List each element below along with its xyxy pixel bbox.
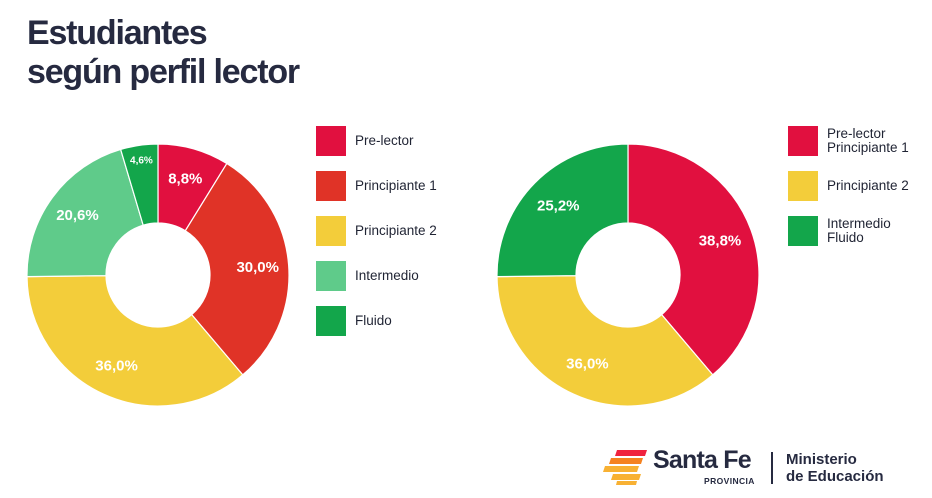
santa-fe-flag-icon <box>603 450 647 485</box>
legend-swatch <box>316 306 346 336</box>
chart-1-legend-item-fluido: Fluido <box>316 306 475 336</box>
brand-name: Santa Fe <box>653 446 752 474</box>
chart-1-slice-principiante-1 <box>184 162 290 376</box>
legend-label: Principiante 1 <box>355 178 437 193</box>
chart-1-value-label-intermedio: 20,6% <box>56 207 99 224</box>
chart-1-value-label-principiante-1: 30,0% <box>236 259 279 276</box>
legend-swatch <box>316 216 346 246</box>
legend-label: Principiante 2 <box>355 223 437 238</box>
chart-1-value-label-pre-lector: 8,8% <box>168 170 202 187</box>
legend-swatch <box>788 171 818 201</box>
legend-label: Pre-lector <box>355 133 414 148</box>
legend-label: Principiante 2 <box>827 178 909 193</box>
chart-1-value-label-fluido: 4,6% <box>130 156 153 167</box>
chart-1-legend-item-principiante-1: Principiante 1 <box>316 171 475 201</box>
chart-1-value-label-principiante-2: 36,0% <box>95 358 138 375</box>
legend-label: Intermedio <box>355 268 419 283</box>
chart-2-legend-item-pre-lector-principiante-1: Pre-lector Principiante 1 <box>788 126 923 156</box>
chart-2-slice-intermedio-fluido <box>496 143 629 278</box>
chart-title: Estudiantes según perfil lector <box>27 14 300 92</box>
title-line-1: Estudiantes <box>27 14 208 52</box>
chart-1-legend-item-principiante-2: Principiante 2 <box>316 216 475 246</box>
chart-2-legend-item-intermedio-fluido: Intermedio Fluido <box>788 216 923 246</box>
chart-1-legend-item-pre-lector: Pre-lector <box>316 126 475 156</box>
chart-2-legend-item-principiante-2: Principiante 2 <box>788 171 923 201</box>
legend-swatch <box>788 216 818 246</box>
ministry-line-1: Ministerio <box>786 451 857 468</box>
legend-label: Pre-lector Principiante 1 <box>827 126 909 155</box>
footer-divider <box>771 452 773 484</box>
legend-swatch <box>316 126 346 156</box>
chart-2-value-label-principiante-2: 36,0% <box>566 356 609 373</box>
legend-label: Intermedio Fluido <box>827 216 891 245</box>
ministry-name: Ministerio de Educación <box>786 451 884 485</box>
chart-1-slice-principiante-2 <box>26 275 244 407</box>
chart-1-slice-intermedio <box>26 148 144 278</box>
chart-2-value-label-pre-lector-principiante-1: 38,8% <box>699 233 742 250</box>
chart-1-legend-item-intermedio: Intermedio <box>316 261 475 291</box>
chart-2-value-label-intermedio-fluido: 25,2% <box>537 198 580 215</box>
legend-swatch <box>788 126 818 156</box>
legend-swatch <box>316 171 346 201</box>
ministry-line-2: de Educación <box>786 468 884 485</box>
chart-2-slice-principiante-2 <box>496 275 714 407</box>
chart-1-slice-fluido <box>119 143 159 226</box>
legend-label: Fluido <box>355 313 392 328</box>
chart-2-slice-pre-lector-principiante-1 <box>627 143 760 376</box>
footer-logo: Santa Fe PROVINCIA Ministerio de Educaci… <box>603 446 923 491</box>
title-line-2: según perfil lector <box>27 53 300 91</box>
brand-subtitle: PROVINCIA <box>704 476 755 486</box>
legend-swatch <box>316 261 346 291</box>
